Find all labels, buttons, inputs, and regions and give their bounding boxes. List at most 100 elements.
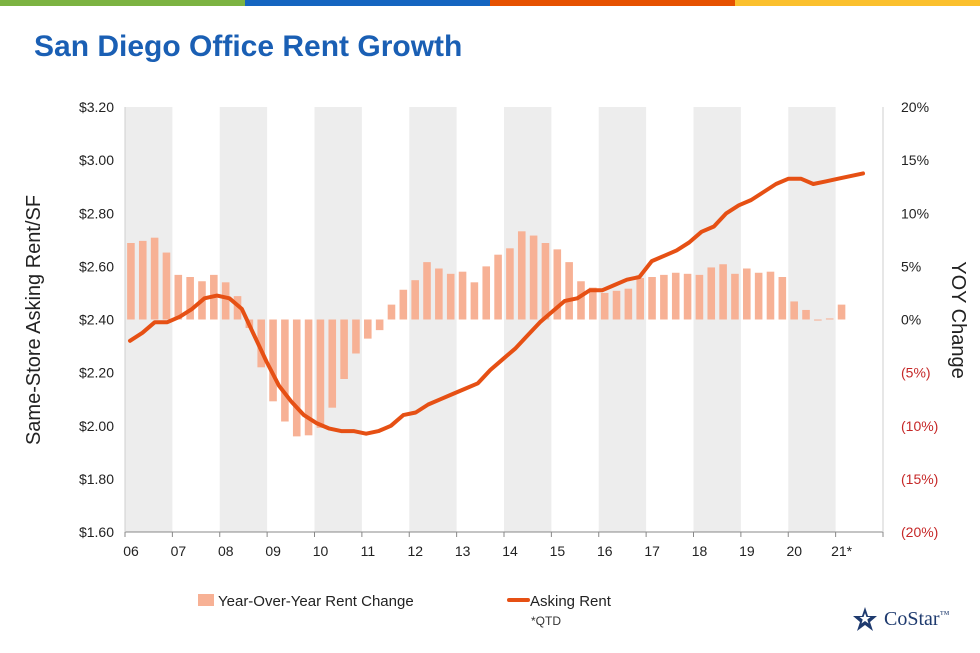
y-tick-label: $1.80 <box>79 471 114 487</box>
yoy-bar <box>399 289 408 320</box>
x-tick-label: 21* <box>831 543 853 559</box>
x-tick-label: 18 <box>692 543 708 559</box>
y2-tick-label: 20% <box>901 99 929 115</box>
y-tick-label: $3.00 <box>79 152 114 168</box>
x-tick-label: 17 <box>644 543 660 559</box>
page-title: San Diego Office Rent Growth <box>34 30 463 63</box>
x-tick-label: 13 <box>455 543 471 559</box>
yoy-bar <box>766 271 775 320</box>
y2-axis-title: YOY Change <box>947 261 969 379</box>
yoy-bar <box>517 231 526 320</box>
yoy-bar <box>328 319 337 408</box>
yoy-bar <box>506 248 514 320</box>
yoy-bar <box>565 262 573 320</box>
y-tick-label: $3.20 <box>79 99 114 115</box>
x-tick-label: 12 <box>407 543 423 559</box>
x-tick-label: 20 <box>786 543 802 559</box>
qtd-footnote: *QTD <box>531 614 561 628</box>
x-tick-label: 16 <box>597 543 613 559</box>
yoy-bar <box>292 319 301 437</box>
y-tick-label: $2.40 <box>79 312 114 328</box>
yoy-bar <box>577 281 585 320</box>
yoy-bar <box>387 304 396 320</box>
yoy-bar <box>446 273 455 320</box>
yoy-bar <box>435 268 443 320</box>
yoy-bar <box>743 268 751 320</box>
y2-tick-label: 0% <box>901 312 921 328</box>
yoy-bar <box>778 277 787 320</box>
x-tick-label: 09 <box>265 543 281 559</box>
yoy-bar <box>304 319 313 436</box>
legend-swatch-bars <box>198 594 214 606</box>
y-axis-right-ticks: (20%) (15%) (10%) (5%) 0% 5% 10% 15% 20% <box>901 99 938 540</box>
x-axis-ticks: 06 07 08 09 10 11 12 13 14 15 16 17 18 19 20 21* <box>123 543 852 559</box>
yoy-bar <box>352 319 360 354</box>
y-tick-label: $1.60 <box>79 524 114 540</box>
yoy-bar <box>150 237 159 320</box>
yoy-bar <box>494 254 502 320</box>
yoy-bar <box>470 282 479 320</box>
yoy-bar <box>375 319 384 331</box>
asking-rent-line <box>128 171 865 436</box>
yoy-bar <box>636 278 644 320</box>
y2-tick-label: 5% <box>901 258 921 274</box>
yoy-bar <box>364 319 372 339</box>
yoy-bar <box>589 287 597 320</box>
yoy-bar <box>162 252 171 320</box>
y-tick-label: $2.60 <box>79 258 114 274</box>
costar-logo: CoStar™ <box>852 606 949 632</box>
y2-tick-label: (10%) <box>901 418 938 434</box>
y2-tick-label: (15%) <box>901 471 938 487</box>
asking-rent-series <box>128 171 865 436</box>
x-tick-label: 19 <box>739 543 755 559</box>
top-bar-green <box>0 0 245 6</box>
yoy-bar <box>138 240 147 320</box>
yoy-bar <box>257 319 265 368</box>
yoy-bar <box>731 273 739 320</box>
yoy-bar <box>790 301 798 320</box>
yoy-bar <box>553 249 562 320</box>
yoy-bar <box>127 243 135 320</box>
yoy-bar <box>221 282 230 320</box>
yoy-bar <box>482 266 491 320</box>
legend: Year-Over-Year Rent Change Asking Rent <box>198 593 612 610</box>
yoy-bar <box>340 319 348 379</box>
yoy-bar <box>411 280 419 320</box>
yoy-bar <box>660 274 668 320</box>
yoy-bar <box>671 272 680 320</box>
costar-star-icon <box>853 607 877 631</box>
yoy-bar <box>316 319 325 428</box>
yoy-bar <box>624 288 633 320</box>
x-tick-label: 14 <box>502 543 518 559</box>
yoy-bar <box>529 235 538 320</box>
y2-tick-label: 10% <box>901 205 929 221</box>
x-tick-label: 07 <box>171 543 187 559</box>
y2-tick-label: (5%) <box>901 365 931 381</box>
y-tick-label: $2.80 <box>79 205 114 221</box>
yoy-bar <box>174 274 183 320</box>
yoy-bar <box>754 272 763 320</box>
yoy-bar <box>423 262 431 320</box>
brand-name: CoStar™ <box>884 607 950 630</box>
x-tick-label: 06 <box>123 543 139 559</box>
y-axis-left-ticks: $1.60 $1.80 $2.00 $2.20 $2.40 $2.60 $2.80 $3.00… <box>79 99 114 540</box>
yoy-bar <box>683 273 692 320</box>
top-color-bar <box>0 0 980 6</box>
top-bar-orange <box>490 0 735 6</box>
yoy-bar <box>269 319 277 402</box>
yoy-bar <box>802 309 810 320</box>
x-tick-label: 15 <box>550 543 566 559</box>
yoy-bar <box>837 304 846 320</box>
legend-label-line: Asking Rent <box>530 593 612 610</box>
x-tick-label: 08 <box>218 543 234 559</box>
yoy-bar <box>458 271 467 320</box>
yoy-bar <box>814 319 822 321</box>
yoy-bar <box>707 267 716 320</box>
top-bar-yellow <box>735 0 980 6</box>
yoy-bar <box>612 290 621 320</box>
yoy-bar <box>695 274 704 320</box>
top-bar-blue <box>245 0 490 6</box>
y2-tick-label: (20%) <box>901 524 938 540</box>
legend-label-bars: Year-Over-Year Rent Change <box>218 593 414 610</box>
